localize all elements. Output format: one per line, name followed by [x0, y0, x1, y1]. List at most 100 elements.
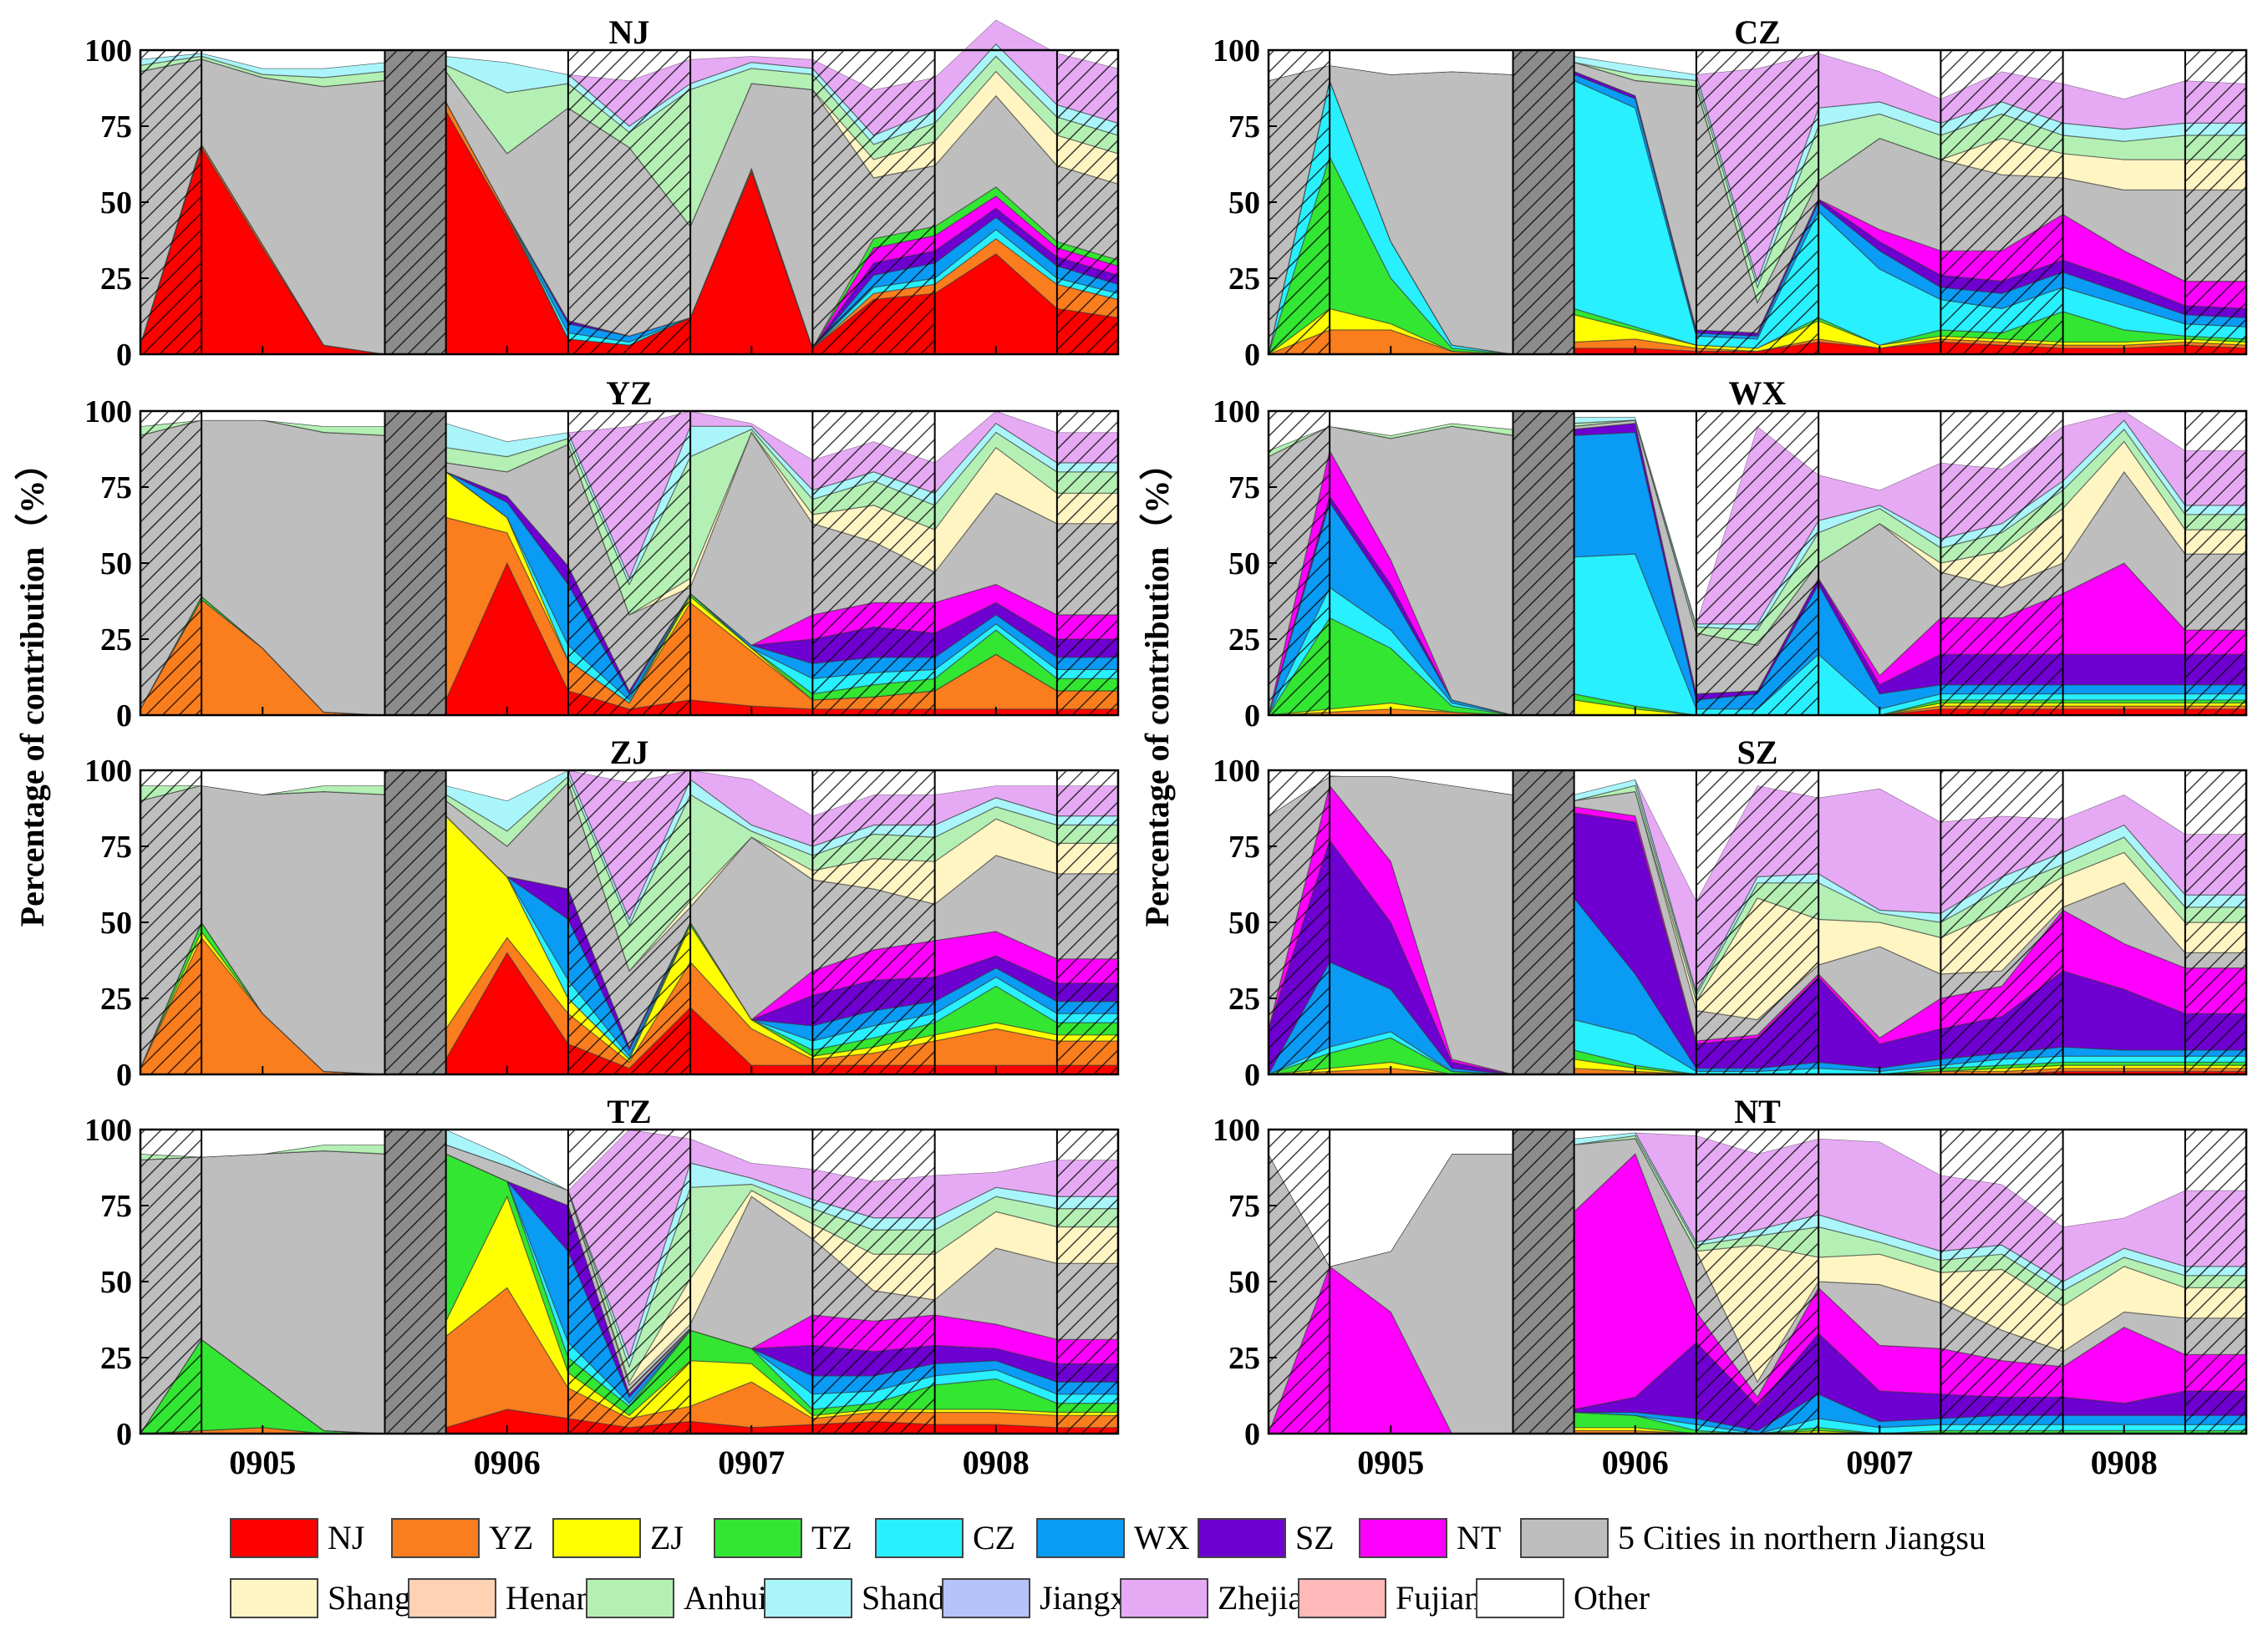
hatched-band-2 [384, 49, 447, 355]
legend-swatch [1476, 1578, 1564, 1618]
hatched-band-5 [2184, 1129, 2247, 1434]
panel-title: ZJ [610, 734, 649, 771]
y-tick-label: 25 [100, 622, 132, 658]
legend-swatch [230, 1518, 318, 1558]
panel-wx: 0 25 50 75 100 WX [1213, 374, 2248, 734]
y-tick-label: 75 [1228, 109, 1260, 145]
panel-yz: 0 25 50 75 100 YZ [84, 374, 1120, 734]
hatched-band-5 [1055, 769, 1119, 1075]
panel-title: TZ [607, 1093, 651, 1130]
y-tick-label: 100 [1213, 33, 1260, 69]
hatched-band-5 [2184, 410, 2247, 716]
y-tick-label: 25 [100, 982, 132, 1017]
y-tick-label: 0 [116, 1417, 132, 1452]
hatched-band-2 [1512, 1129, 1575, 1434]
legend-swatch [714, 1518, 802, 1558]
legend-label: Other [1574, 1579, 1650, 1617]
hatched-band-1 [1268, 49, 1331, 355]
legend-swatch [875, 1518, 964, 1558]
hatched-band-1 [140, 769, 203, 1075]
panel-title: YZ [606, 374, 653, 412]
y-tick-label: 50 [100, 185, 132, 221]
y-tick-label: 0 [1244, 1058, 1260, 1093]
legend-label: Henan [506, 1579, 592, 1617]
hatched-band-2 [1512, 49, 1575, 355]
x-tick-label: 0908 [963, 1444, 1030, 1481]
legend-swatch [764, 1578, 852, 1618]
legend-item-other: Other [1476, 1578, 1650, 1618]
legend-item-cz: CZ [875, 1518, 1015, 1558]
y-tick-label: 50 [100, 546, 132, 581]
legend-item-nj: NJ [230, 1518, 364, 1558]
panel-nt: 0 25 50 75 100 0905 0906 0907 0908 NT [1213, 1093, 2248, 1481]
y-tick-label: 25 [1228, 622, 1260, 658]
y-tick-label: 0 [1244, 338, 1260, 373]
y-tick-label: 50 [1228, 185, 1260, 221]
legend-label: NT [1457, 1519, 1501, 1556]
hatched-band-3 [567, 769, 692, 1075]
legend-swatch [408, 1578, 496, 1618]
y-tick-label: 100 [1213, 1113, 1260, 1148]
panel-title: WX [1729, 374, 1787, 412]
hatched-band-3 [567, 1129, 692, 1434]
legend-swatch [391, 1518, 480, 1558]
panel-cz: 0 25 50 75 100 CZ [1213, 13, 2248, 373]
panel-nj: 0 25 50 75 100 NJ [84, 0, 1120, 373]
panel-title: NT [1734, 1093, 1781, 1130]
legend-item-henan: Henan [408, 1578, 592, 1618]
legend-swatch [1198, 1518, 1286, 1558]
y-tick-label: 0 [116, 698, 132, 734]
y-tick-label: 25 [1228, 982, 1260, 1017]
x-tick-label: 0908 [2091, 1444, 2158, 1481]
legend-label: WX [1134, 1519, 1190, 1556]
hatched-band-5 [1055, 49, 1119, 355]
hatched-band-4 [1940, 49, 2064, 355]
legend-label: NJ [328, 1519, 364, 1556]
y-tick-label: 75 [100, 1189, 132, 1224]
hatched-band-4 [811, 410, 936, 716]
y-tick-label: 50 [1228, 906, 1260, 941]
panel-title: NJ [609, 13, 650, 51]
hatched-band-1 [1268, 410, 1331, 716]
legend-item-yz: YZ [391, 1518, 533, 1558]
x-tick-label: 0905 [229, 1444, 296, 1481]
y-tick-label: 0 [116, 1058, 132, 1093]
y-tick-label: 0 [1244, 698, 1260, 734]
hatched-band-1 [1268, 1129, 1331, 1434]
y-axis-label-right: Percentage of contribution（%） [1138, 447, 1176, 927]
hatched-band-5 [1055, 410, 1119, 716]
legend-swatch [552, 1518, 641, 1558]
y-tick-label: 25 [100, 1341, 132, 1376]
legend-swatch [1520, 1518, 1609, 1558]
hatched-band-2 [1512, 410, 1575, 716]
legend-item-wx: WX [1036, 1518, 1190, 1558]
hatched-band-1 [140, 410, 203, 716]
hatched-band-4 [1940, 1129, 2064, 1434]
hatched-band-5 [1055, 1129, 1119, 1434]
y-tick-label: 100 [84, 1113, 132, 1148]
hatched-band-1 [1268, 769, 1331, 1075]
y-tick-label: 50 [100, 1265, 132, 1300]
x-tick-label: 0905 [1357, 1444, 1424, 1481]
legend-swatch [1120, 1578, 1208, 1618]
hatched-band-1 [140, 49, 203, 355]
y-tick-label: 50 [100, 906, 132, 941]
hatched-band-2 [384, 1129, 447, 1434]
y-tick-label: 100 [1213, 754, 1260, 789]
x-tick-label: 0906 [1602, 1444, 1669, 1481]
hatched-band-3 [1695, 1129, 1820, 1434]
y-tick-label: 75 [1228, 830, 1260, 865]
legend-label: YZ [489, 1519, 533, 1556]
x-tick-label: 0907 [1846, 1444, 1913, 1481]
legend-swatch [1036, 1518, 1125, 1558]
y-tick-label: 25 [100, 261, 132, 297]
y-tick-label: 100 [84, 394, 132, 429]
y-tick-label: 75 [1228, 470, 1260, 505]
panel-zj: 0 25 50 75 100 ZJ [84, 734, 1120, 1093]
y-tick-label: 25 [1228, 1341, 1260, 1376]
legend-label: Fujian [1396, 1579, 1481, 1617]
legend-item-5-cities-in-northern-jiangsu: 5 Cities in northern Jiangsu [1520, 1518, 1986, 1558]
hatched-band-5 [2184, 49, 2247, 355]
hatched-band-2 [1512, 769, 1575, 1075]
